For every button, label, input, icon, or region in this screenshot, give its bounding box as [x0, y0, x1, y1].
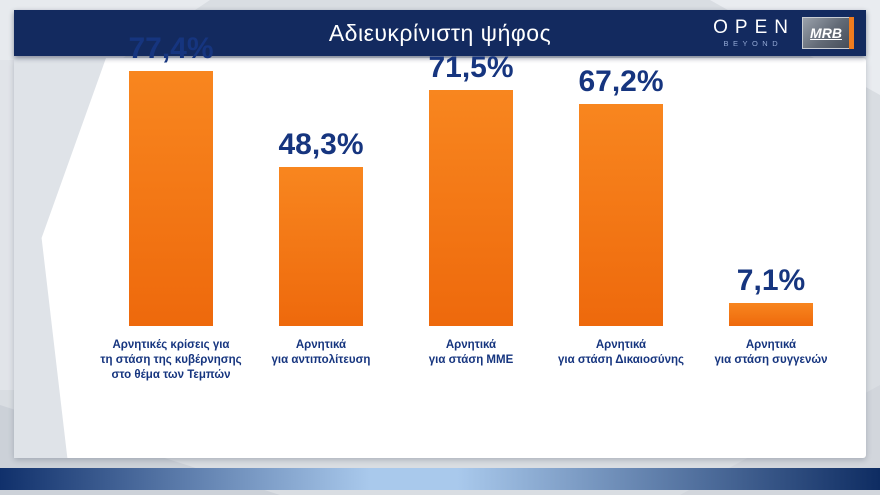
bar-value-label: 7,1%	[736, 264, 806, 297]
bar-value-label: 67,2%	[578, 65, 664, 98]
bar-category-label: Αρνητικά για αντιπολίτευση	[271, 339, 371, 366]
bar-group: 77,4% Αρνητικές κρίσεις για τη στάση της …	[96, 30, 246, 383]
header-bar: Αδιευκρίνιστη ψήφος OPEN BEYOND MRB	[14, 10, 866, 56]
bar-zone: 67,2%	[546, 30, 696, 326]
mrb-logo: MRB	[802, 17, 854, 49]
open-logo-text: OPEN	[713, 17, 795, 39]
bar-group: 67,2% Αρνητικά για στάση Δικαιοσύνης	[546, 30, 696, 383]
bottom-accent-bar	[0, 468, 880, 490]
bar-value-label: 48,3%	[278, 128, 364, 161]
open-channel-logo: OPEN BEYOND	[713, 18, 788, 48]
bar-zone: 71,5%	[396, 30, 546, 326]
bar-group: 7,1% Αρνητικά για στάση συγγενών	[696, 30, 846, 383]
bar	[729, 303, 813, 326]
bar-category-label: Αρνητικά για στάση Δικαιοσύνης	[557, 339, 684, 366]
bar	[579, 104, 663, 326]
mrb-logo-text: MRB	[810, 25, 842, 41]
bar-category-label: Αρνητικά για στάση συγγενών	[714, 339, 828, 366]
logo-cluster: OPEN BEYOND MRB	[713, 10, 854, 56]
bar-category-label: Αρνητικές κρίσεις για τη στάση της κυβέρ…	[100, 339, 242, 381]
mrb-orange-stripe	[849, 17, 854, 49]
bar-zone: 48,3%	[246, 30, 396, 326]
bar-group: 71,5% Αρνητικά για στάση ΜΜΕ	[396, 30, 546, 383]
bar-chart: 77,4% Αρνητικές κρίσεις για τη στάση της …	[96, 30, 846, 383]
bar-zone: 77,4%	[96, 30, 246, 326]
bar-category-label: Αρνητικά για στάση ΜΜΕ	[428, 339, 514, 366]
bar	[129, 71, 213, 326]
bar-value-label: 77,4%	[128, 32, 214, 65]
bar	[429, 90, 513, 326]
open-logo-subtext: BEYOND	[723, 39, 783, 49]
bar-zone: 7,1%	[696, 30, 846, 326]
bar	[279, 167, 363, 326]
page-title: Αδιευκρίνιστη ψήφος	[328, 19, 552, 46]
bar-group: 48,3% Αρνητικά για αντιπολίτευση	[246, 30, 396, 383]
bar-value-label: 71,5%	[428, 51, 514, 84]
